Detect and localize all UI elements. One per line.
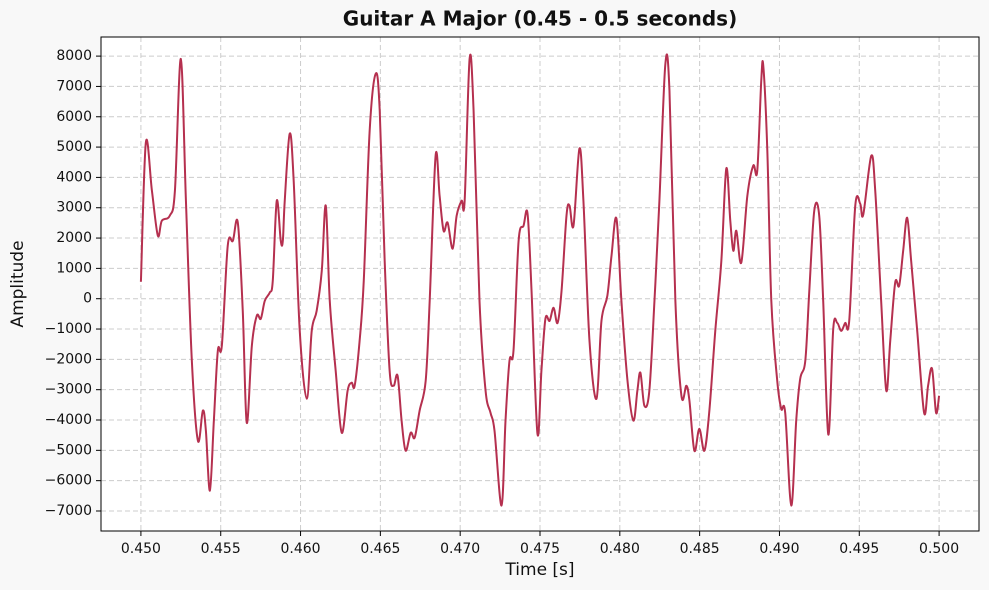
x-tick-label: 0.495 [839,541,879,557]
x-tick-label: 0.450 [121,541,161,557]
x-axis-label: Time [s] [504,560,574,580]
x-tick-label: 0.455 [201,541,241,557]
plot-frame [100,36,980,532]
y-axis-label: Amplitude [8,240,28,327]
waveform-line [139,53,941,507]
y-tick-label: −4000 [45,412,92,428]
y-tick-label: 1000 [56,260,92,276]
y-tick-label: 7000 [56,78,92,94]
y-tick-label: −3000 [45,382,92,398]
y-tick-label: 3000 [56,200,92,216]
y-tick-label: 8000 [56,48,92,64]
x-tick-label: 0.480 [600,541,640,557]
y-tick-label: −5000 [45,442,92,458]
x-tick-label: 0.500 [919,541,959,557]
y-tick-label: 6000 [56,109,92,125]
chart-title: Guitar A Major (0.45 - 0.5 seconds) [343,7,737,31]
y-tick-label: −7000 [45,503,92,519]
y-tick-label: −6000 [45,473,92,489]
y-tick-label: 2000 [56,230,92,246]
x-tick-label: 0.490 [759,541,799,557]
y-tick-label: −1000 [45,321,92,337]
x-tick-label: 0.485 [680,541,720,557]
x-tick-label: 0.470 [440,541,480,557]
y-tick-label: 0 [83,291,92,307]
y-tick-label: 5000 [56,139,92,155]
x-tick-label: 0.475 [520,541,560,557]
x-tick-label: 0.465 [360,541,400,557]
y-tick-label: −2000 [45,351,92,367]
x-tick-label: 0.460 [280,541,320,557]
y-tick-label: 4000 [56,169,92,185]
